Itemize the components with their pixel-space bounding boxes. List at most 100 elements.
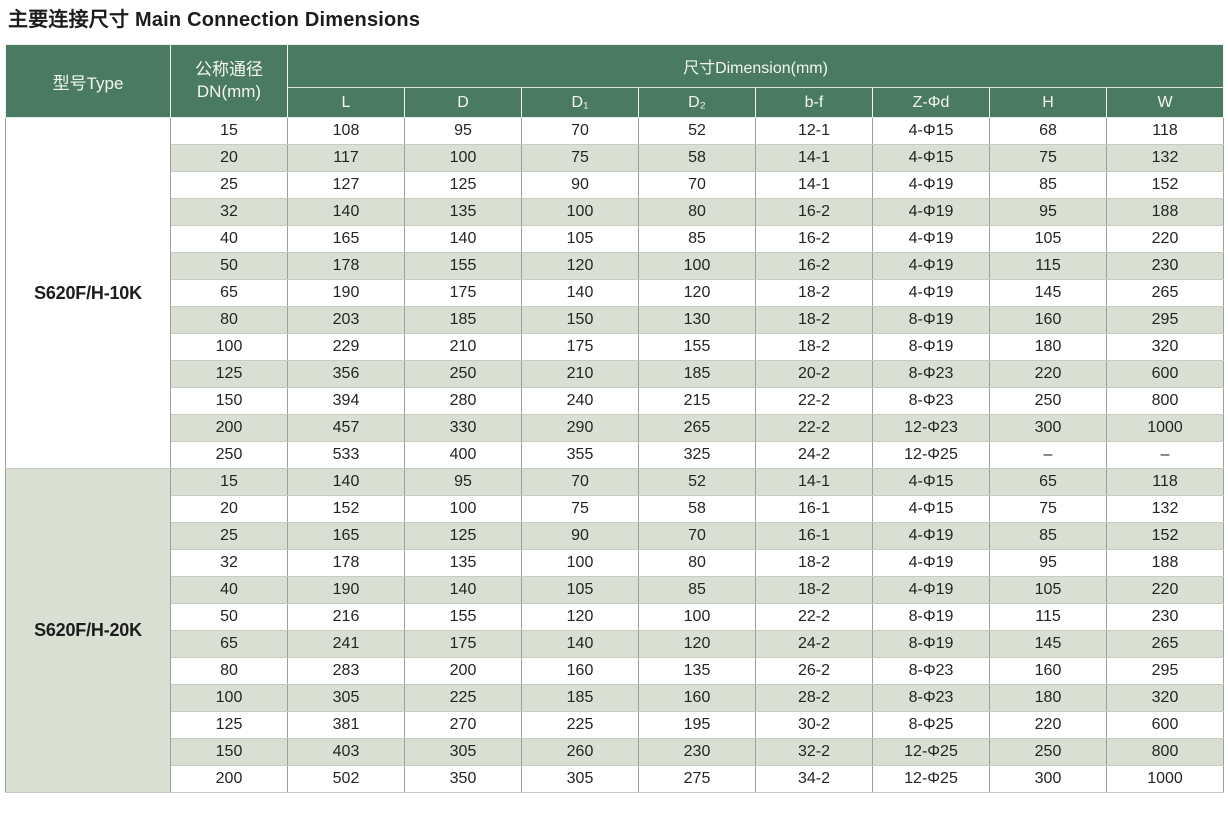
value-cell: 295 [1105, 657, 1225, 685]
value-cell: 18-2 [755, 279, 873, 307]
table-row: 200 502 350 305 275 34-2 12-Φ25 300 1000 [6, 765, 1225, 793]
value-cell: 8-Φ19 [872, 306, 990, 334]
value-cell: 265 [1105, 630, 1225, 658]
value-cell: 155 [404, 252, 522, 280]
value-cell: 145 [989, 630, 1107, 658]
value-cell: 160 [989, 657, 1107, 685]
value-cell: 152 [1105, 171, 1225, 199]
value-cell: 85 [638, 225, 756, 253]
value-cell: 220 [989, 360, 1107, 388]
value-cell: 210 [521, 360, 639, 388]
dn-cell: 32 [170, 549, 288, 577]
column-header-H: H [989, 87, 1107, 118]
dn-cell: 100 [170, 333, 288, 361]
value-cell: 24-2 [755, 441, 873, 469]
value-cell: 4-Φ19 [872, 576, 990, 604]
value-cell: 220 [1105, 576, 1225, 604]
value-cell: 75 [521, 144, 639, 172]
table-row: 250 533 400 355 325 24-2 12-Φ25– – [6, 441, 1225, 469]
dn-header-line2: DN(mm) [196, 82, 262, 101]
value-cell: 4-Φ15 [872, 495, 990, 523]
value-cell: 130 [638, 306, 756, 334]
value-cell: 140 [404, 576, 522, 604]
value-cell: – [1105, 441, 1225, 469]
value-cell: 229 [287, 333, 405, 361]
value-cell: 250 [989, 387, 1107, 415]
value-cell: 120 [638, 630, 756, 658]
column-header-bf: b-f [755, 87, 873, 118]
value-cell: 108 [287, 117, 405, 145]
column-header-W: W [1105, 87, 1225, 118]
value-cell: 132 [1105, 144, 1225, 172]
table-row: 25 165 125 90 70 16-1 4-Φ19 85 152 [6, 522, 1225, 550]
table-row: 50 216 155 120 100 22-2 8-Φ19 115 230 [6, 603, 1225, 631]
value-cell: 203 [287, 306, 405, 334]
value-cell: 325 [638, 441, 756, 469]
value-cell: 1000 [1105, 414, 1225, 442]
value-cell: 16-1 [755, 522, 873, 550]
value-cell: 260 [521, 738, 639, 766]
value-cell: 70 [521, 468, 639, 496]
value-cell: 185 [404, 306, 522, 334]
value-cell: 400 [404, 441, 522, 469]
value-cell: 18-2 [755, 306, 873, 334]
value-cell: 75 [989, 144, 1107, 172]
value-cell: 175 [404, 279, 522, 307]
table-row: 32 140 135 100 80 16-2 4-Φ19 95 188 [6, 198, 1225, 226]
value-cell: 58 [638, 495, 756, 523]
dn-cell: 125 [170, 711, 288, 739]
value-cell: 8-Φ19 [872, 630, 990, 658]
value-cell: 58 [638, 144, 756, 172]
value-cell: 195 [638, 711, 756, 739]
value-cell: 127 [287, 171, 405, 199]
value-cell: 250 [989, 738, 1107, 766]
value-cell: 95 [404, 468, 522, 496]
value-cell: 4-Φ19 [872, 522, 990, 550]
table-header: 型号Type 公称通径 DN(mm) 尺寸Dimension(mm) L D D… [5, 44, 1225, 118]
dn-cell: 50 [170, 252, 288, 280]
value-cell: 250 [404, 360, 522, 388]
dn-cell: 150 [170, 738, 288, 766]
value-cell: 140 [404, 225, 522, 253]
value-cell: 100 [638, 252, 756, 280]
value-cell: 152 [1105, 522, 1225, 550]
dn-cell: 50 [170, 603, 288, 631]
value-cell: 265 [638, 414, 756, 442]
value-cell: 145 [989, 279, 1107, 307]
dn-cell: 100 [170, 684, 288, 712]
dimension-span-header: 尺寸Dimension(mm) [286, 44, 1225, 88]
value-cell: 34-2 [755, 765, 873, 793]
value-cell: 320 [1105, 333, 1225, 361]
value-cell: 90 [521, 522, 639, 550]
value-cell: 80 [638, 549, 756, 577]
value-cell: 100 [404, 144, 522, 172]
value-cell: 70 [638, 522, 756, 550]
value-cell: 115 [989, 603, 1107, 631]
value-cell: 305 [287, 684, 405, 712]
dn-cell: 200 [170, 765, 288, 793]
value-cell: 28-2 [755, 684, 873, 712]
table-row: 40 190 140 105 85 18-2 4-Φ19 105 220 [6, 576, 1225, 604]
page: 主要连接尺寸 Main Connection Dimensions 型号Type… [5, 9, 1225, 793]
value-cell: 95 [989, 549, 1107, 577]
value-cell: 4-Φ19 [872, 171, 990, 199]
value-cell: 160 [989, 306, 1107, 334]
value-cell: 305 [404, 738, 522, 766]
value-cell: 600 [1105, 360, 1225, 388]
value-cell: 105 [989, 225, 1107, 253]
value-cell: 4-Φ19 [872, 252, 990, 280]
value-cell: 8-Φ23 [872, 657, 990, 685]
value-cell: 457 [287, 414, 405, 442]
value-cell: 800 [1105, 738, 1225, 766]
value-cell: 160 [521, 657, 639, 685]
column-header-L: L [287, 87, 405, 118]
value-cell: 120 [521, 603, 639, 631]
value-cell: 125 [404, 522, 522, 550]
value-cell: 140 [287, 468, 405, 496]
value-cell: 295 [1105, 306, 1225, 334]
value-cell: 180 [989, 333, 1107, 361]
value-cell: 80 [638, 198, 756, 226]
header-row-main: 型号Type 公称通径 DN(mm) 尺寸Dimension(mm) [5, 44, 1225, 118]
value-cell: 381 [287, 711, 405, 739]
value-cell: 330 [404, 414, 522, 442]
